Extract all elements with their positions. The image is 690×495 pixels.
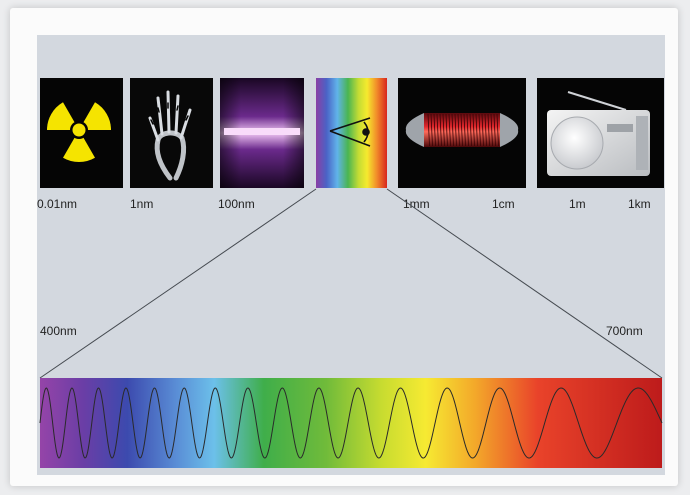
label-gamma: 0.01nm [37, 197, 77, 211]
coil-ring [463, 113, 466, 147]
coil-ring [475, 113, 478, 147]
coil-ring [451, 113, 454, 147]
label-ir: 1mm [403, 197, 430, 211]
label-xray: 1nm [130, 197, 153, 211]
light-wave [39, 387, 663, 459]
coil-ring [460, 113, 463, 147]
uv-lamp-icon [224, 128, 300, 135]
label-400nm: 400nm [40, 324, 77, 338]
label-700nm: 700nm [606, 324, 643, 338]
xray-tile [130, 78, 213, 188]
uv-tile [220, 78, 304, 188]
coil-ring [457, 113, 460, 147]
label-uv: 100nm [218, 197, 255, 211]
radio-tile [537, 78, 664, 188]
radiation-icon [47, 102, 111, 162]
coil-ring [436, 113, 439, 147]
coil-ring [481, 113, 484, 147]
coil-ring [469, 113, 472, 147]
coil-ring [433, 113, 436, 147]
coil-ring [496, 113, 499, 147]
coil-ring [472, 113, 475, 147]
coil-ring [442, 113, 445, 147]
zoom-line-left [39, 188, 317, 379]
coil-ring [445, 113, 448, 147]
coil-ring [454, 113, 457, 147]
visible-light-tile [316, 78, 387, 188]
coil-ring [493, 113, 496, 147]
visible-spectrum-band [39, 378, 663, 468]
coil-ring [466, 113, 469, 147]
xray-hand-icon [148, 90, 192, 181]
gamma-ray-tile [40, 78, 123, 188]
eye-icon [329, 117, 371, 147]
coil-ring [478, 113, 481, 147]
coil-ring [427, 113, 430, 147]
zoom-line-right [386, 188, 663, 379]
coil-ring [430, 113, 433, 147]
label-radio-1m: 1m [569, 197, 586, 211]
microwave-tube-icon [405, 113, 519, 147]
label-radio-1km: 1km [628, 197, 651, 211]
coil-ring [448, 113, 451, 147]
radio-icon [547, 91, 650, 176]
coil-ring [490, 113, 493, 147]
coil-ring [439, 113, 442, 147]
microwave-tile [398, 78, 526, 188]
label-microwave: 1cm [492, 197, 515, 211]
coil-ring [487, 113, 490, 147]
coil-ring [484, 113, 487, 147]
